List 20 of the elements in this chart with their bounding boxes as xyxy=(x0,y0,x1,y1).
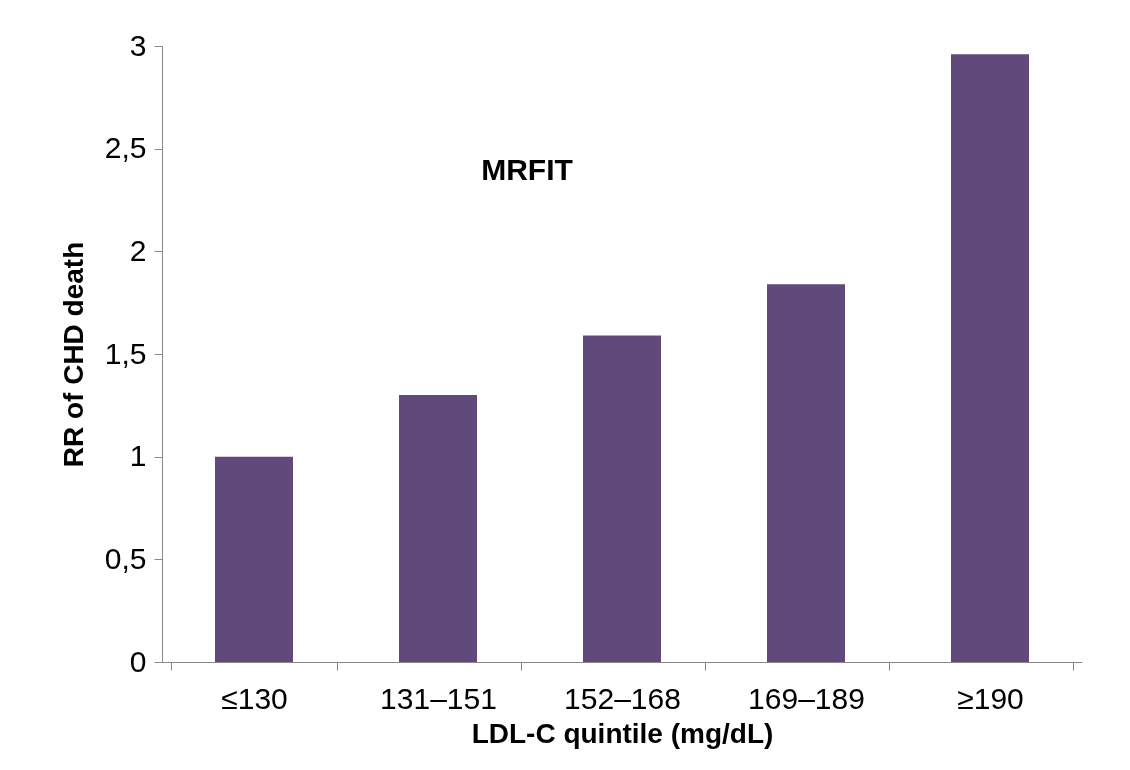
y-tick-label: 0 xyxy=(129,644,147,678)
bar xyxy=(215,456,293,662)
x-tick-label: ≤130 xyxy=(221,681,288,715)
y-axis-title: RR of CHD death xyxy=(57,241,89,468)
x-tick-label: 131–151 xyxy=(380,681,497,715)
bar xyxy=(583,335,661,662)
y-tick-label: 3 xyxy=(129,28,147,62)
x-tick-label: 152–168 xyxy=(564,681,681,715)
x-axis-title: LDL-C quintile (mg/dL) xyxy=(471,717,774,749)
x-tick-label: 169–189 xyxy=(748,681,865,715)
x-tick-label: ≥190 xyxy=(957,681,1024,715)
annotation: MRFIT xyxy=(481,153,573,186)
y-tick-label: 2 xyxy=(129,233,147,267)
y-tick-label: 0,5 xyxy=(104,541,147,575)
y-tick-label: 2,5 xyxy=(104,131,147,165)
y-tick-label: 1,5 xyxy=(104,336,147,370)
bar xyxy=(399,395,477,662)
bar xyxy=(767,284,845,662)
bar xyxy=(951,54,1029,662)
y-tick-label: 1 xyxy=(129,439,147,473)
